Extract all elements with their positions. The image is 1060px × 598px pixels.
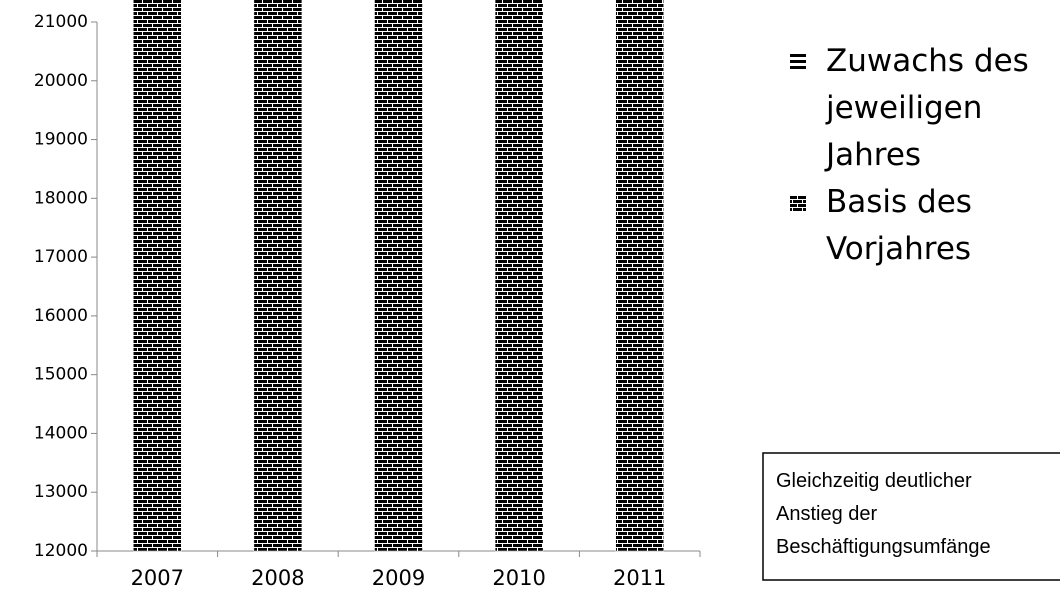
- annotation-box: [762, 452, 1060, 581]
- x-tick-label: 2010: [492, 566, 545, 590]
- x-tick-label: 2011: [613, 566, 666, 590]
- y-tick-label: 21000: [34, 12, 88, 32]
- bar-segment: [253, 0, 303, 552]
- y-tick-label: 13000: [34, 482, 88, 502]
- legend-swatch: [790, 54, 806, 70]
- x-tick-label: 2008: [251, 566, 304, 590]
- y-tick-label: 17000: [34, 247, 88, 267]
- y-tick-label: 20000: [34, 71, 88, 91]
- y-tick-label: 19000: [34, 130, 88, 150]
- legend-label: Zuwachs des jeweiligen Jahres: [824, 43, 1029, 173]
- y-tick-label: 12000: [34, 541, 88, 561]
- annotation: Gleichzeitig deutlicher Anstieg der Beschä…: [776, 470, 991, 558]
- bar-segment: [133, 0, 182, 552]
- legend-label: Basis des Vorjahres: [826, 184, 972, 267]
- y-tick-label: 14000: [34, 423, 88, 443]
- y-tick-label: 16000: [34, 306, 88, 326]
- bar-segment: [374, 0, 423, 552]
- x-tick-label: 2007: [131, 566, 184, 590]
- legend-swatch: [790, 195, 806, 211]
- bar-segment: [615, 0, 664, 552]
- y-tick-label: 18000: [34, 188, 88, 208]
- x-tick-label: 2009: [372, 566, 425, 590]
- y-tick-label: 15000: [34, 365, 88, 385]
- bar-segment: [494, 0, 544, 552]
